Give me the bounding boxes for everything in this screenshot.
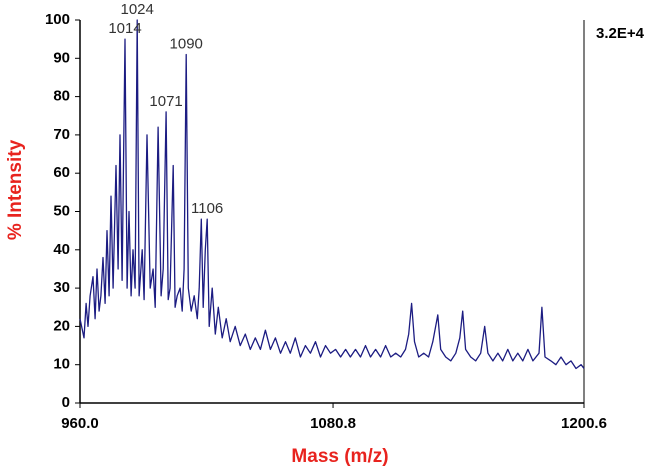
scale-label: 3.2E+4 (596, 25, 645, 42)
y-tick-label: 100 (45, 11, 70, 28)
y-tick-label: 40 (53, 241, 70, 258)
y-tick-label: 30 (53, 279, 70, 296)
y-tick-label: 80 (53, 88, 70, 105)
y-axis-label: % Intensity (5, 139, 26, 240)
peak-label: 1024 (120, 1, 153, 18)
x-tick-label: 1080.8 (310, 415, 356, 432)
y-tick-label: 50 (53, 202, 70, 219)
y-tick-label: 90 (53, 49, 70, 66)
spectrum-line (79, 19, 585, 370)
x-tick-label: 1200.6 (561, 415, 607, 432)
peak-label: 1014 (108, 20, 141, 37)
peak-label: 1106 (191, 200, 223, 217)
y-tick-label: 0 (62, 394, 70, 411)
peak-label: 1071 (149, 93, 182, 110)
y-tick-label: 10 (53, 356, 70, 373)
y-tick-label: 20 (53, 317, 70, 334)
peak-label: 1090 (170, 35, 203, 52)
x-axis-label: Mass (m/z) (291, 446, 388, 467)
y-tick-label: 70 (53, 126, 70, 143)
y-tick-label: 60 (53, 164, 70, 181)
x-tick-label: 960.0 (61, 415, 99, 432)
